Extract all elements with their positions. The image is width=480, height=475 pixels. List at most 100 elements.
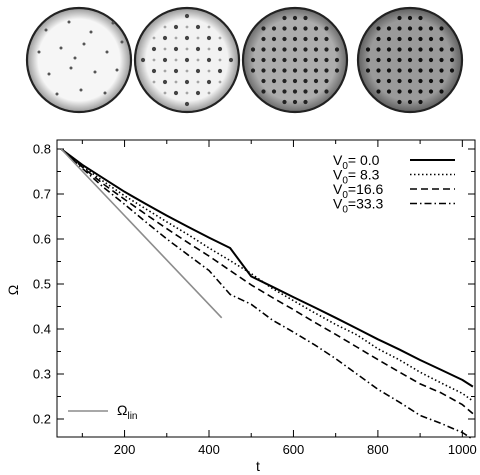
vortex-dot bbox=[303, 99, 308, 105]
vortex-dot bbox=[206, 35, 212, 41]
vortex-dot bbox=[271, 78, 277, 84]
legend-label-3: V0=16.6 bbox=[333, 181, 384, 201]
vortex-dot bbox=[185, 91, 189, 95]
y-tick-label: 0.4 bbox=[33, 322, 51, 337]
vortex-dot bbox=[184, 79, 190, 85]
vortex-dot bbox=[163, 47, 167, 51]
vortex-dot bbox=[184, 101, 190, 107]
vortex-dot bbox=[218, 58, 222, 62]
vortex-dot bbox=[407, 26, 413, 31]
vortex-dot bbox=[397, 99, 402, 105]
vortex-dot bbox=[218, 80, 222, 84]
vortex-dot bbox=[407, 15, 413, 21]
vortex-dot bbox=[407, 68, 413, 73]
vortex-dot bbox=[439, 57, 444, 63]
vortex-dot bbox=[105, 50, 109, 54]
vortex-dot bbox=[282, 15, 287, 21]
vortex-dot bbox=[428, 26, 434, 31]
vortex-dot bbox=[185, 69, 189, 73]
vortex-dot bbox=[152, 58, 156, 62]
vortex-dot bbox=[407, 57, 413, 63]
vortex-dot bbox=[111, 21, 115, 25]
vortex-dot bbox=[282, 99, 287, 105]
vortex-dot bbox=[261, 89, 266, 94]
vortex-dot bbox=[428, 57, 434, 63]
series-line-3 bbox=[60, 148, 474, 415]
vortex-dot bbox=[67, 20, 71, 24]
x-tick-label: 200 bbox=[114, 442, 136, 457]
vortex-dot bbox=[174, 80, 178, 84]
x-tick-label: 400 bbox=[198, 442, 220, 457]
vortex-dot bbox=[152, 80, 156, 84]
vortex-dot bbox=[428, 78, 434, 84]
plot-frame bbox=[56, 139, 476, 438]
vortex-dot bbox=[44, 28, 48, 32]
vortex-dot bbox=[313, 47, 319, 52]
vortex-dot bbox=[282, 57, 287, 63]
vortex-dot bbox=[185, 25, 189, 29]
vortex-dot bbox=[292, 36, 298, 42]
vortex-dot bbox=[428, 36, 434, 42]
vortex-dot bbox=[418, 26, 423, 31]
vortex-dot bbox=[261, 68, 266, 73]
vortex-dot bbox=[250, 68, 256, 73]
vortex-dot bbox=[334, 57, 340, 63]
vortex-dot bbox=[47, 72, 51, 76]
vortex-dot bbox=[439, 36, 444, 42]
vortex-dot bbox=[152, 36, 156, 40]
vortex-dot bbox=[386, 68, 392, 73]
vortex-dot bbox=[418, 78, 423, 84]
legend-label-4: V0=33.3 bbox=[333, 196, 384, 216]
vortex-dot bbox=[196, 58, 200, 62]
y-tick-label: 0.3 bbox=[33, 367, 51, 382]
vortex-dot bbox=[271, 47, 277, 52]
vortex-dot bbox=[324, 47, 329, 52]
vortex-dot bbox=[195, 68, 201, 74]
vortex-dot bbox=[365, 57, 371, 63]
vortex-dot bbox=[376, 89, 381, 94]
vortex-dot bbox=[428, 68, 434, 73]
vortex-dot bbox=[217, 46, 223, 52]
vortex-dot bbox=[292, 89, 298, 94]
vortex-dot bbox=[313, 36, 319, 42]
vortex-dot bbox=[206, 57, 212, 63]
vortex-dot bbox=[386, 36, 392, 42]
vortex-dot bbox=[89, 30, 93, 34]
thumbnail-1 bbox=[25, 6, 133, 114]
vortex-dot bbox=[120, 40, 124, 44]
vortex-dot bbox=[397, 78, 402, 84]
x-tick-label: 1000 bbox=[448, 442, 477, 457]
vortex-dot bbox=[292, 57, 298, 63]
vortex-dot bbox=[162, 35, 168, 41]
vortex-dot bbox=[324, 78, 329, 84]
vortex-dot bbox=[397, 26, 402, 31]
vortex-dot bbox=[59, 46, 63, 50]
vortex-dot bbox=[174, 36, 178, 40]
vortex-dot bbox=[163, 69, 167, 73]
vortex-dot bbox=[376, 47, 381, 52]
vortex-dot bbox=[103, 91, 107, 95]
vortex-dot bbox=[282, 78, 287, 84]
vortex-dot bbox=[439, 78, 444, 84]
vortex-dot bbox=[261, 26, 266, 31]
vortex-dot bbox=[418, 57, 423, 63]
vortex-dot bbox=[261, 78, 266, 84]
vortex-dot bbox=[418, 47, 423, 52]
vortex-dot bbox=[196, 36, 200, 40]
vortex-dot bbox=[334, 47, 340, 52]
axes: 200 400 600 800 1000 0.2 0.3 0.4 0.5 0.6 0.7 0.8 bbox=[33, 140, 477, 457]
vortex-dot bbox=[418, 68, 423, 73]
vortex-dot bbox=[162, 57, 168, 63]
y-tick-label: 0.5 bbox=[33, 277, 51, 292]
vortex-dot bbox=[151, 46, 157, 52]
vortex-dot bbox=[93, 70, 97, 74]
vortex-dot bbox=[303, 89, 308, 94]
vortex-dot bbox=[250, 47, 256, 52]
vortex-dot bbox=[303, 26, 308, 31]
series-lines bbox=[60, 148, 474, 440]
vortex-dot bbox=[439, 47, 444, 52]
x-tick-label: 600 bbox=[283, 442, 305, 457]
vortex-dot bbox=[418, 15, 423, 21]
vortex-dot bbox=[206, 79, 212, 85]
